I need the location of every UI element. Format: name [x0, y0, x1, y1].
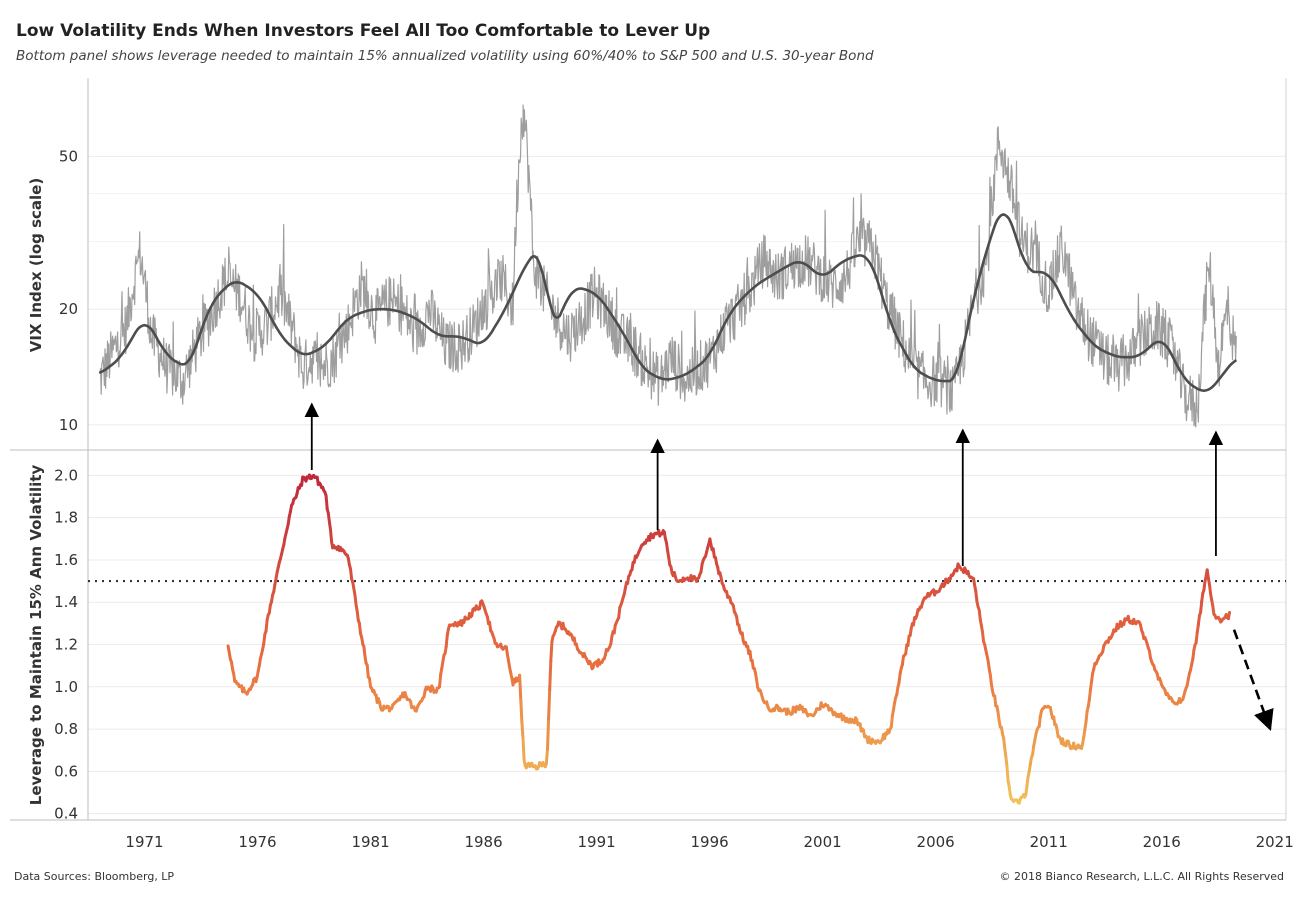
leverage-segment: [521, 736, 526, 762]
y-tick-label: 1.4: [54, 593, 78, 611]
leverage-segment: [906, 634, 911, 647]
forecast-arrow: [1232, 629, 1274, 732]
y-tick-label: 1.2: [54, 636, 78, 654]
leverage-segment: [548, 659, 553, 691]
x-tick-label: 1976: [238, 833, 276, 851]
leverage-segment: [520, 720, 525, 740]
leverage-segment: [897, 671, 902, 685]
leverage-segment: [1191, 648, 1196, 661]
leverage-segment: [1004, 755, 1009, 769]
leverage-segment: [1084, 709, 1089, 724]
leverage-segment: [981, 630, 986, 644]
leverage-segment: [444, 633, 449, 648]
leverage-series: [226, 473, 1231, 805]
top-y-tick-labels: 10 20 50: [59, 147, 78, 433]
leverage-segment: [349, 567, 354, 581]
annotation-arrows: [304, 402, 1274, 732]
bottom-y-tick-labels: 0.4 0.6 0.8 1.0 1.2 1.4 1.6 1.8 2.0: [54, 466, 78, 822]
y-tick-label: 1.0: [54, 678, 78, 696]
leverage-segment: [1199, 600, 1204, 614]
leverage-segment: [1194, 631, 1199, 645]
leverage-segment: [264, 618, 269, 633]
leverage-segment: [974, 589, 979, 603]
leverage-segment: [353, 593, 358, 607]
chart-title: Low Volatility Ends When Investors Feel …: [16, 21, 711, 41]
leverage-segment: [977, 608, 982, 622]
chart-subtitle: Bottom panel shows leverage needed to ma…: [16, 48, 874, 64]
leverage-segment: [1005, 765, 1010, 783]
leverage-segment: [617, 606, 622, 620]
leverage-segment: [993, 694, 998, 708]
leverage-segment: [262, 632, 267, 646]
y-tick-label: 1.8: [54, 509, 78, 527]
y-tick-label: 10: [59, 416, 78, 434]
vix-daily-series: [99, 104, 1237, 428]
panel-frame: [10, 78, 1287, 821]
leverage-segment: [988, 673, 993, 686]
x-tick-label: 1986: [464, 833, 502, 851]
leverage-segment: [357, 621, 362, 635]
leverage-segment: [329, 528, 334, 544]
vix-average-line: [98, 213, 1238, 393]
x-tick-label: 2021: [1256, 833, 1294, 851]
vix-average-series: [98, 213, 1238, 393]
leverage-segment: [1003, 746, 1008, 759]
leverage-segment: [748, 649, 753, 662]
y-tick-label: 0.4: [54, 805, 78, 823]
leverage-segment: [1226, 611, 1231, 621]
x-tick-labels: 1971 1976 1981 1986 1991 1996 2001 2006 2011 2016…: [125, 833, 1293, 851]
leverage-segment: [324, 494, 329, 511]
y-tick-label: 1.6: [54, 551, 78, 569]
y-tick-label: 2.0: [54, 466, 78, 484]
leverage-segment: [362, 645, 367, 658]
x-tick-label: 2011: [1030, 833, 1068, 851]
y-tick-label: 20: [59, 300, 78, 318]
vix-daily-line: [99, 104, 1237, 428]
leverage-segment: [889, 714, 894, 729]
leverage-segment: [438, 672, 443, 689]
data-sources: Data Sources: Bloomberg, LP: [14, 870, 175, 883]
top-y-axis-label: VIX Index (log scale): [27, 178, 45, 352]
x-tick-label: 1996: [691, 833, 729, 851]
y-tick-label: 0.6: [54, 762, 78, 780]
copyright: © 2018 Bianco Research, L.L.C. All Right…: [999, 870, 1284, 883]
leverage-segment: [544, 747, 549, 766]
x-tick-label: 2016: [1143, 833, 1181, 851]
leverage-segment: [365, 663, 370, 679]
leverage-segment: [355, 609, 360, 622]
leverage-segment: [1002, 736, 1007, 750]
x-tick-label: 1971: [125, 833, 163, 851]
leverage-segment: [549, 640, 554, 663]
bottom-y-axis-label: Leverage to Maintain 15% Ann Volatility: [27, 465, 45, 806]
y-tick-label: 50: [59, 147, 78, 165]
bottom-panel-gridlines: [88, 474, 1286, 815]
leverage-segment: [326, 511, 331, 524]
leverage-segment: [1087, 688, 1092, 702]
x-tick-label: 2006: [917, 833, 955, 851]
y-tick-label: 0.8: [54, 720, 78, 738]
x-tick-label: 1991: [577, 833, 615, 851]
x-tick-label: 2001: [804, 833, 842, 851]
x-tick-label: 1981: [351, 833, 389, 851]
leverage-segment: [1037, 714, 1042, 728]
leverage-segment: [1208, 583, 1213, 596]
leverage-segment: [518, 673, 523, 702]
leverage-segment: [1196, 614, 1201, 627]
leverage-segment: [546, 716, 551, 751]
leverage-segment: [547, 688, 552, 720]
leverage-segment: [519, 698, 524, 724]
